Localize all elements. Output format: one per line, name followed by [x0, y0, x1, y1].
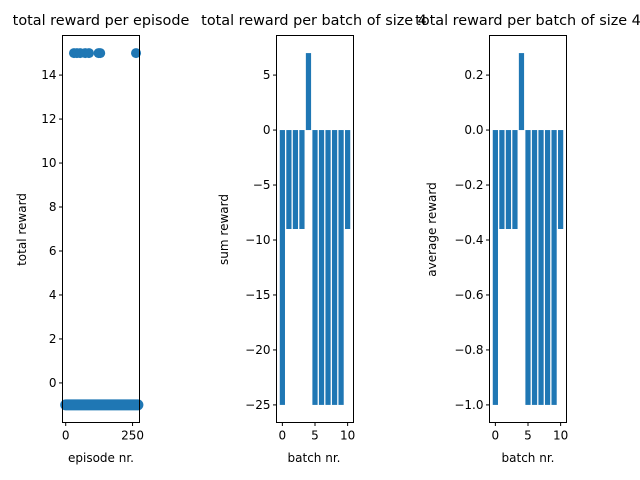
bar [544, 130, 551, 405]
y-tick-label: 2 [49, 332, 57, 346]
bar [338, 130, 344, 405]
y-tick-label: −0.2 [454, 178, 483, 192]
bar [499, 130, 505, 229]
bar [558, 130, 564, 229]
y-tick-label: −5 [253, 178, 271, 192]
bar [525, 130, 531, 405]
chart-title: total reward per batch of size 4 [415, 13, 640, 29]
y-tick-label: −0.4 [454, 233, 483, 247]
bar [312, 130, 318, 405]
y-tick-label: 0 [49, 376, 57, 390]
y-axis-label: total reward [15, 193, 29, 266]
point [131, 48, 142, 59]
y-tick-label: −1.0 [454, 398, 483, 412]
bar [305, 53, 312, 131]
y-tick-label: −0.6 [454, 288, 483, 302]
bar [538, 130, 544, 405]
point [83, 48, 94, 59]
plot-area [279, 53, 351, 405]
y-tick-label: 4 [49, 288, 57, 302]
bar [512, 130, 518, 229]
bar [531, 130, 538, 405]
axis-ticks: −1.0 −0.8 −0.6 −0.4 −0.2 0.0 0.2 0 5 10 [454, 68, 568, 442]
y-tick-label: 14 [41, 68, 56, 82]
bar [292, 130, 299, 229]
bar [551, 130, 557, 405]
x-tick-label: 0 [279, 429, 287, 443]
axes-frame [276, 35, 354, 423]
axes-frame [489, 35, 567, 423]
y-tick-label: 6 [49, 244, 57, 258]
panel-average-reward-per-batch: total reward per batch of size 4 average… [415, 13, 640, 465]
panel-total-reward-per-episode: total reward per episode total reward ep… [13, 13, 190, 465]
panel-sum-reward-per-batch: total reward per batch of size 4 sum rew… [201, 13, 427, 465]
y-axis-label: average reward [425, 182, 439, 277]
bar [325, 130, 331, 405]
plot-area [492, 53, 564, 405]
chart-title: total reward per episode [13, 13, 190, 29]
y-tick-label: −15 [245, 288, 270, 302]
y-tick-label: 0.2 [464, 68, 483, 82]
y-tick-label: 12 [41, 112, 56, 126]
bar [318, 130, 325, 405]
bar [299, 130, 305, 229]
bar [286, 130, 292, 229]
axis-ticks: 0 2 4 6 8 10 12 14 0 250 [41, 68, 144, 442]
x-tick-label: 250 [121, 429, 144, 443]
x-axis-label: batch nr. [502, 451, 555, 465]
bar [279, 130, 285, 405]
x-tick-label: 0 [62, 429, 70, 443]
y-tick-label: −20 [245, 343, 270, 357]
x-tick-label: 5 [311, 429, 319, 443]
bar [505, 130, 512, 229]
y-tick-label: −0.8 [454, 343, 483, 357]
y-axis-label: sum reward [217, 194, 231, 265]
x-axis-label: episode nr. [68, 451, 134, 465]
chart-title: total reward per batch of size 4 [201, 13, 427, 29]
x-tick-label: 10 [553, 429, 568, 443]
axis-ticks: −25 −20 −15 −10 −5 0 5 0 5 10 [245, 68, 355, 442]
y-tick-label: −25 [245, 398, 270, 412]
bar [331, 130, 338, 405]
y-tick-label: −10 [245, 233, 270, 247]
x-tick-label: 10 [340, 429, 355, 443]
bar [345, 130, 351, 229]
x-tick-label: 5 [524, 429, 532, 443]
axes-frame [62, 35, 140, 423]
y-tick-label: 0.0 [464, 123, 483, 137]
point [95, 48, 106, 59]
bar [518, 53, 525, 131]
x-tick-label: 0 [492, 429, 500, 443]
y-tick-label: 0 [263, 123, 271, 137]
bar [492, 130, 498, 405]
plot-area [60, 48, 144, 411]
x-axis-label: batch nr. [288, 451, 341, 465]
y-tick-label: 10 [41, 156, 56, 170]
y-tick-label: 8 [49, 200, 57, 214]
y-tick-label: 5 [263, 68, 271, 82]
